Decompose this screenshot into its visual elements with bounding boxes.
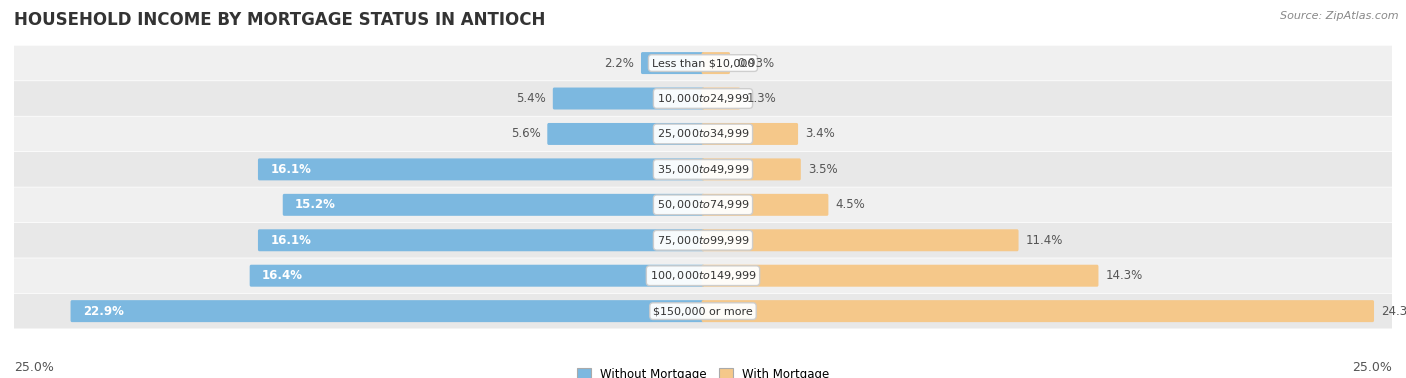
- FancyBboxPatch shape: [553, 88, 704, 110]
- Text: 22.9%: 22.9%: [83, 305, 124, 318]
- Text: 24.3%: 24.3%: [1381, 305, 1406, 318]
- FancyBboxPatch shape: [702, 123, 799, 145]
- Text: 16.1%: 16.1%: [270, 163, 311, 176]
- Text: 25.0%: 25.0%: [14, 361, 53, 374]
- FancyBboxPatch shape: [8, 81, 1398, 116]
- FancyBboxPatch shape: [8, 116, 1398, 151]
- FancyBboxPatch shape: [250, 265, 704, 287]
- FancyBboxPatch shape: [547, 123, 704, 145]
- FancyBboxPatch shape: [70, 300, 704, 322]
- Text: 11.4%: 11.4%: [1025, 234, 1063, 247]
- Text: 5.6%: 5.6%: [510, 127, 540, 141]
- Legend: Without Mortgage, With Mortgage: Without Mortgage, With Mortgage: [572, 363, 834, 378]
- FancyBboxPatch shape: [8, 152, 1398, 187]
- FancyBboxPatch shape: [702, 300, 1374, 322]
- FancyBboxPatch shape: [283, 194, 704, 216]
- FancyBboxPatch shape: [702, 194, 828, 216]
- Text: 2.2%: 2.2%: [605, 57, 634, 70]
- FancyBboxPatch shape: [8, 294, 1398, 328]
- FancyBboxPatch shape: [257, 158, 704, 180]
- FancyBboxPatch shape: [702, 265, 1098, 287]
- Text: 25.0%: 25.0%: [1353, 361, 1392, 374]
- FancyBboxPatch shape: [641, 52, 704, 74]
- Text: Less than $10,000: Less than $10,000: [652, 58, 754, 68]
- Text: 15.2%: 15.2%: [295, 198, 336, 211]
- Text: 5.4%: 5.4%: [516, 92, 546, 105]
- Text: 0.93%: 0.93%: [737, 57, 775, 70]
- Text: 1.3%: 1.3%: [747, 92, 778, 105]
- Text: $150,000 or more: $150,000 or more: [654, 306, 752, 316]
- FancyBboxPatch shape: [702, 158, 801, 180]
- Text: $75,000 to $99,999: $75,000 to $99,999: [657, 234, 749, 247]
- Text: $10,000 to $24,999: $10,000 to $24,999: [657, 92, 749, 105]
- Text: 4.5%: 4.5%: [835, 198, 865, 211]
- Text: $100,000 to $149,999: $100,000 to $149,999: [650, 269, 756, 282]
- Text: HOUSEHOLD INCOME BY MORTGAGE STATUS IN ANTIOCH: HOUSEHOLD INCOME BY MORTGAGE STATUS IN A…: [14, 11, 546, 29]
- FancyBboxPatch shape: [257, 229, 704, 251]
- FancyBboxPatch shape: [702, 52, 730, 74]
- Text: $35,000 to $49,999: $35,000 to $49,999: [657, 163, 749, 176]
- Text: $50,000 to $74,999: $50,000 to $74,999: [657, 198, 749, 211]
- Text: Source: ZipAtlas.com: Source: ZipAtlas.com: [1281, 11, 1399, 21]
- Text: 14.3%: 14.3%: [1105, 269, 1143, 282]
- FancyBboxPatch shape: [8, 46, 1398, 81]
- Text: 16.1%: 16.1%: [270, 234, 311, 247]
- FancyBboxPatch shape: [702, 229, 1018, 251]
- FancyBboxPatch shape: [702, 88, 740, 110]
- FancyBboxPatch shape: [8, 223, 1398, 258]
- Text: $25,000 to $34,999: $25,000 to $34,999: [657, 127, 749, 141]
- Text: 3.5%: 3.5%: [807, 163, 838, 176]
- Text: 16.4%: 16.4%: [262, 269, 304, 282]
- FancyBboxPatch shape: [8, 187, 1398, 222]
- FancyBboxPatch shape: [8, 258, 1398, 293]
- Text: 3.4%: 3.4%: [806, 127, 835, 141]
